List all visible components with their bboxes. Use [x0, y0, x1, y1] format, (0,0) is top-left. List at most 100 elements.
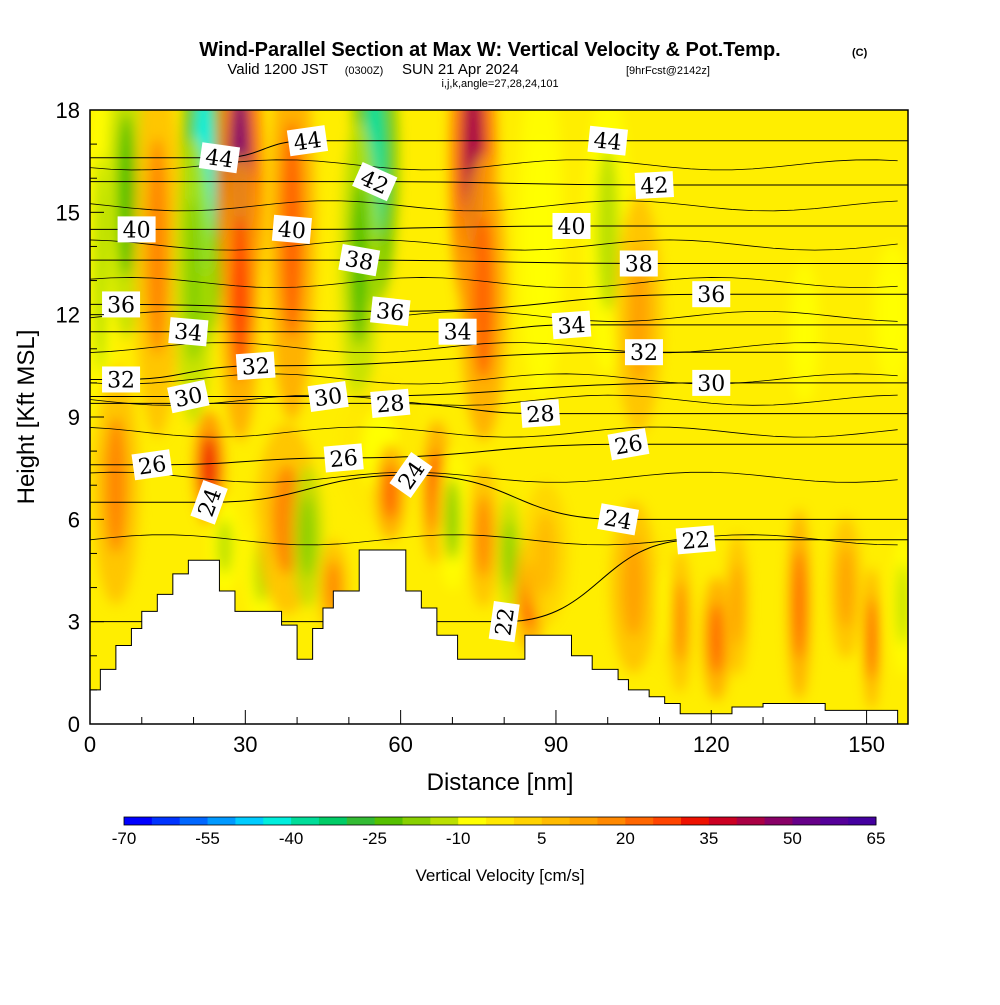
colorbar-tick-label: 20 [616, 829, 635, 848]
colorbar-swatch [569, 817, 598, 825]
contour-label: 44 [198, 142, 241, 174]
theta-contour-minor [90, 277, 898, 289]
contour-label-text: 36 [107, 293, 135, 318]
vertical-velocity-field [90, 110, 908, 711]
velocity-cell [503, 520, 515, 587]
contour-label-text: 40 [557, 215, 585, 240]
contour-label: 26 [607, 428, 650, 461]
contour-label-text: 26 [137, 452, 168, 481]
theta-contour-minor [90, 534, 898, 546]
contour-label: 36 [692, 281, 731, 308]
contour-label-text: 34 [173, 320, 203, 347]
contour-label-text: 30 [697, 372, 725, 397]
contour-label-box [307, 381, 349, 413]
chart-title-mark: (C) [852, 47, 868, 59]
contour-label: 38 [619, 250, 658, 278]
contour-label-box [389, 451, 433, 499]
contour-label-box [286, 125, 329, 157]
colorbar: -70 -55 -40 -25 -10 5 20 35 50 65 [112, 816, 886, 848]
contour-label-text: 44 [292, 128, 323, 157]
subtitle-date: SUN 21 Apr 2024 [402, 61, 519, 78]
y-tick-label: 9 [68, 405, 80, 430]
colorbar-tick-label: -10 [446, 829, 471, 848]
contour-label: 40 [271, 214, 312, 245]
theta-contour-42 [90, 181, 908, 186]
contour-label-text: 44 [592, 128, 622, 156]
colorbar-swatch [736, 817, 766, 825]
contour-label-box [552, 212, 591, 239]
contour-label-box [168, 317, 209, 347]
colorbar-swatch [597, 817, 626, 825]
colorbar-tick-label: -25 [362, 829, 387, 848]
contour-label-box [520, 399, 561, 428]
velocity-cell [300, 495, 315, 578]
contour-label-box [675, 525, 716, 555]
contour-label-box [619, 250, 658, 277]
contour-label: 38 [338, 243, 381, 276]
colorbar-swatch [430, 817, 459, 825]
theta-contour-minor [90, 373, 898, 385]
velocity-cell [93, 154, 108, 373]
contour-label-text: 44 [204, 145, 235, 174]
contour-label: 34 [168, 317, 209, 347]
colorbar-tick-label: 35 [699, 829, 718, 848]
colorbar-tick-label: 65 [867, 829, 886, 848]
colorbar-swatch [764, 817, 793, 825]
contour-label-text: 30 [172, 383, 205, 413]
colorbar-swatch [513, 817, 543, 825]
colorbar-tick-label: -70 [112, 829, 137, 848]
contour-label-text: 30 [313, 384, 344, 413]
contour-label: 44 [286, 125, 329, 157]
contour-label-text: 22 [491, 606, 520, 637]
velocity-cell [231, 215, 250, 380]
velocity-cell [476, 495, 491, 578]
contour-label-box [102, 366, 141, 393]
x-tick-label: 0 [84, 732, 96, 757]
velocity-cell [622, 538, 645, 637]
contour-label-box [692, 281, 731, 308]
colorbar-swatch [792, 817, 821, 825]
theta-contour-minor [90, 426, 898, 438]
colorbar-tick-label: 5 [537, 829, 546, 848]
contour-label: 32 [102, 366, 141, 393]
contour-label: 24 [190, 479, 228, 525]
contour-label-box [634, 171, 674, 200]
subtitle-grid: i,j,k,angle=27,28,24,101 [441, 78, 558, 90]
contour-label-box [352, 162, 398, 202]
y-tick-label: 18 [56, 98, 80, 123]
colorbar-swatch [374, 817, 404, 825]
contour-label-text: 26 [613, 431, 645, 460]
velocity-cell [674, 580, 686, 663]
y-tick-label: 3 [68, 610, 80, 635]
colorbar-swatch [207, 817, 236, 825]
velocity-cell [793, 550, 805, 660]
x-axis: 0 30 60 90 120 150 [84, 710, 885, 757]
contour-label: 26 [323, 443, 364, 473]
colorbar-swatch [820, 817, 849, 825]
colorbar-tick-label: -40 [279, 829, 304, 848]
contour-label-box [438, 318, 477, 345]
contour-label: 34 [438, 318, 477, 346]
contour-label: 30 [307, 381, 349, 413]
chart-title: Wind-Parallel Section at Max W: Vertical… [199, 39, 780, 61]
contour-label: 22 [488, 601, 520, 643]
contour-label: 40 [552, 212, 591, 240]
velocity-cell [709, 603, 723, 675]
contour-label: 36 [102, 291, 141, 318]
y-axis-label: Height [Kft MSL] [13, 330, 40, 505]
contour-label-box [624, 339, 663, 366]
contour-label-text: 32 [630, 341, 658, 366]
contour-label: 22 [675, 525, 716, 555]
theta-contour-44 [90, 140, 908, 159]
contour-label-text: 34 [557, 313, 587, 340]
contour-label-box [102, 291, 141, 318]
contour-label: 26 [131, 449, 173, 481]
contour-label-text: 28 [375, 391, 405, 418]
velocity-cell [217, 519, 232, 574]
contour-label-text: 42 [640, 173, 669, 199]
contour-label: 30 [167, 379, 210, 414]
velocity-cell [660, 563, 670, 646]
contour-label-text: 40 [277, 217, 307, 244]
